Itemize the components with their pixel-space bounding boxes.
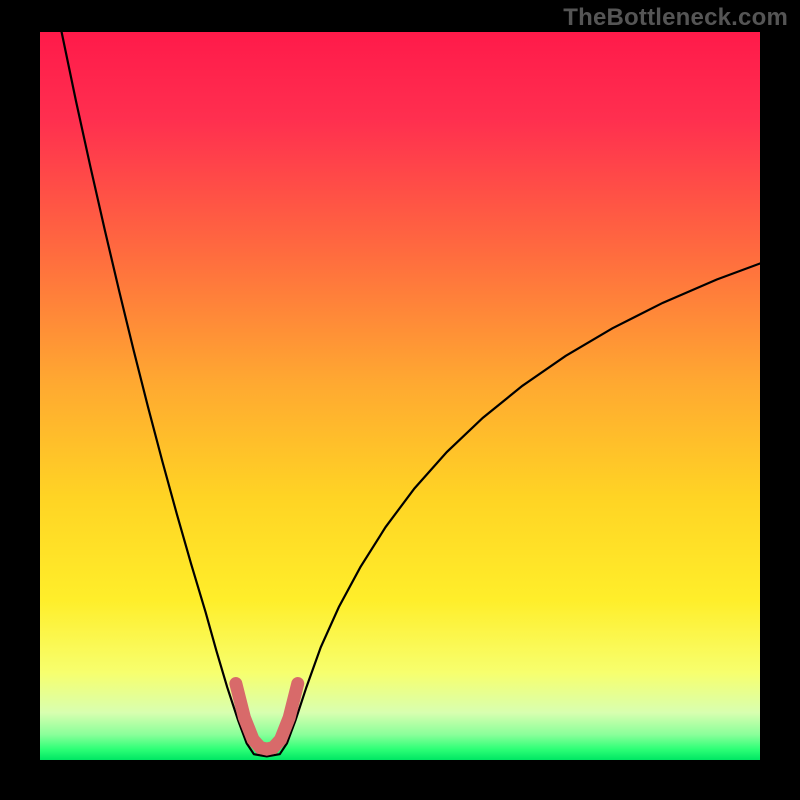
plot-background bbox=[40, 32, 760, 760]
watermark-text: TheBottleneck.com bbox=[563, 4, 788, 32]
plot-area bbox=[40, 32, 760, 760]
figure-frame: TheBottleneck.com bbox=[0, 0, 800, 800]
